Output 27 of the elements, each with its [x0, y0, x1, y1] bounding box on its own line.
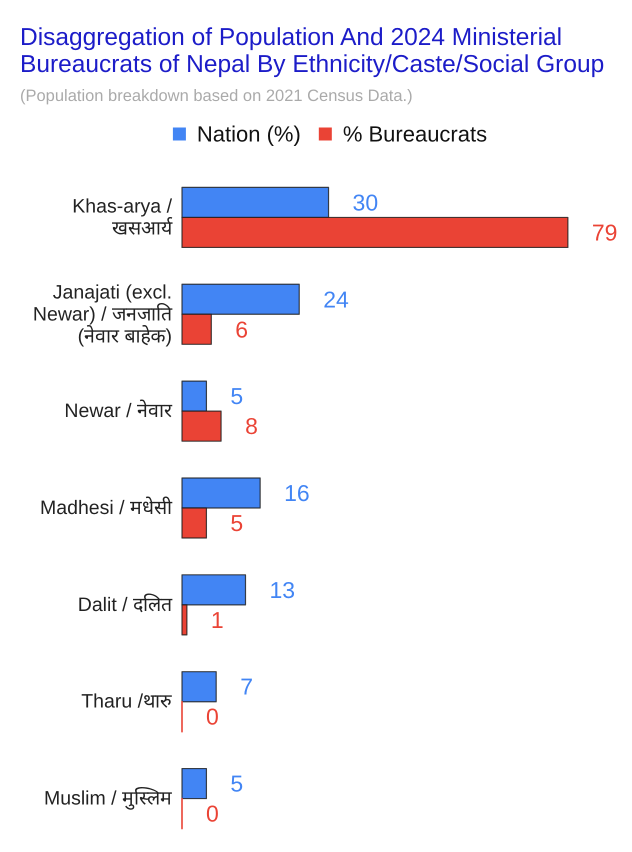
data-label: 0 — [206, 704, 219, 730]
data-label: 79 — [592, 219, 618, 246]
data-label: 30 — [352, 189, 378, 216]
chart-title: Disaggregation of Population And 2024 Ministerial Bureaucrats of Nepal By Ethnicity/Caste/Social Group — [20, 24, 604, 78]
y-tick-label: Dalit / दलित — [78, 592, 173, 616]
legend-label: % Bureaucrats — [342, 122, 488, 146]
data-label: 5 — [230, 383, 244, 410]
bar — [181, 671, 217, 702]
data-label: 13 — [270, 576, 296, 603]
data-label: 5 — [230, 770, 244, 797]
data-label: 6 — [235, 316, 248, 342]
data-label: 16 — [284, 480, 310, 506]
y-tick-label: Khas-arya / खसआर्य — [72, 195, 173, 240]
data-label: 0 — [206, 800, 219, 827]
bar — [181, 768, 208, 800]
y-tick-label: Muslim / मुस्लिम — [44, 786, 172, 811]
y-tick-label: Janajati (excl. Newar) / जनजाति (नेवार बाहेक) — [32, 281, 173, 348]
y-tick-label: Tharu /थारु — [81, 690, 172, 713]
data-label: 5 — [230, 510, 244, 536]
data-label: 24 — [323, 286, 350, 312]
y-tick-label: Newar / नेवार — [64, 399, 173, 422]
legend-label: Nation (%) — [196, 122, 301, 146]
data-label: 8 — [245, 413, 258, 440]
data-label: 1 — [210, 606, 224, 633]
data-label: 7 — [240, 674, 253, 700]
y-tick-label: Madhesi / मधेसी — [40, 496, 173, 519]
chart-subtitle: (Population breakdown based on 2021 Census Data.) — [20, 87, 413, 105]
